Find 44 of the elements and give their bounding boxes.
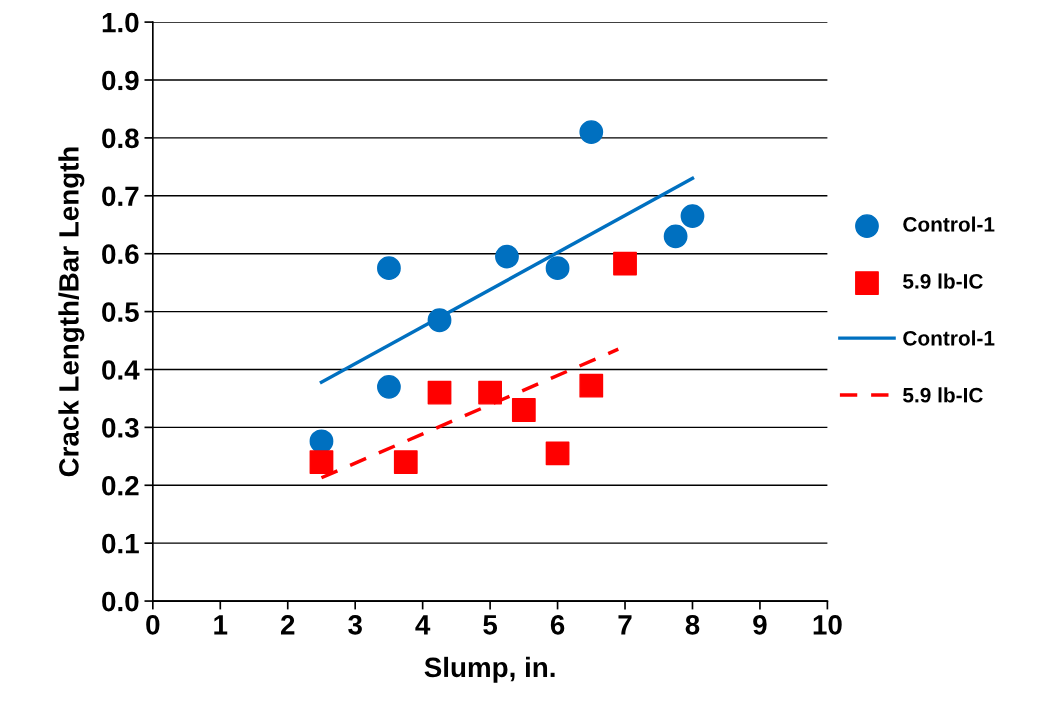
y-tick-label: 0.3	[102, 418, 139, 438]
point	[545, 256, 570, 281]
point	[545, 441, 570, 466]
x-tick-label: 9	[753, 614, 767, 635]
point	[511, 398, 536, 422]
point	[309, 450, 334, 475]
x-tick-label: 5	[483, 615, 498, 635]
x-tick-label: 3	[348, 614, 362, 635]
y-tick-label: 0.0	[102, 591, 139, 612]
point	[377, 256, 401, 281]
point	[427, 380, 452, 405]
y-tick-label: 0.8	[102, 128, 139, 149]
y-tick-label: 0.2	[102, 475, 139, 496]
y-tick-label: 0.5	[102, 302, 139, 322]
y-tick-label: 0.4	[102, 360, 140, 380]
point	[495, 244, 519, 269]
point	[680, 204, 705, 228]
legend-label: 5.9 lb-IC	[903, 387, 983, 403]
x-tick-label: 10	[813, 614, 842, 635]
y-tick-label: 0.7	[102, 186, 139, 207]
point	[579, 120, 604, 144]
y-tick-label: 1.0	[102, 12, 139, 33]
point	[613, 251, 637, 276]
x-tick-label: 6	[550, 614, 565, 635]
legend-label: Control-1	[903, 330, 995, 346]
x-tick-label: 1	[214, 615, 228, 635]
legend-label: Control-1	[903, 216, 995, 232]
legend-label: 5.9 lb-IC	[903, 273, 983, 289]
x-tick-label: 4	[415, 615, 431, 635]
x-tick-label: 8	[685, 614, 700, 635]
point	[377, 374, 401, 399]
point	[478, 380, 503, 405]
x-tick-label: 7	[618, 615, 632, 635]
point	[579, 373, 604, 398]
y-tick-label: 0.1	[102, 533, 139, 554]
y-tick-label: 0.6	[102, 244, 139, 265]
y-axis-title: Crack Length/Bar Length	[58, 147, 85, 477]
point	[393, 450, 418, 475]
x-tick-label: 2	[280, 614, 295, 635]
point	[663, 224, 688, 249]
x-axis-title: Slump, in.	[424, 656, 555, 683]
x-tick-label: 0	[146, 614, 160, 635]
point	[427, 308, 452, 333]
y-tick-label: 0.9	[102, 70, 139, 91]
